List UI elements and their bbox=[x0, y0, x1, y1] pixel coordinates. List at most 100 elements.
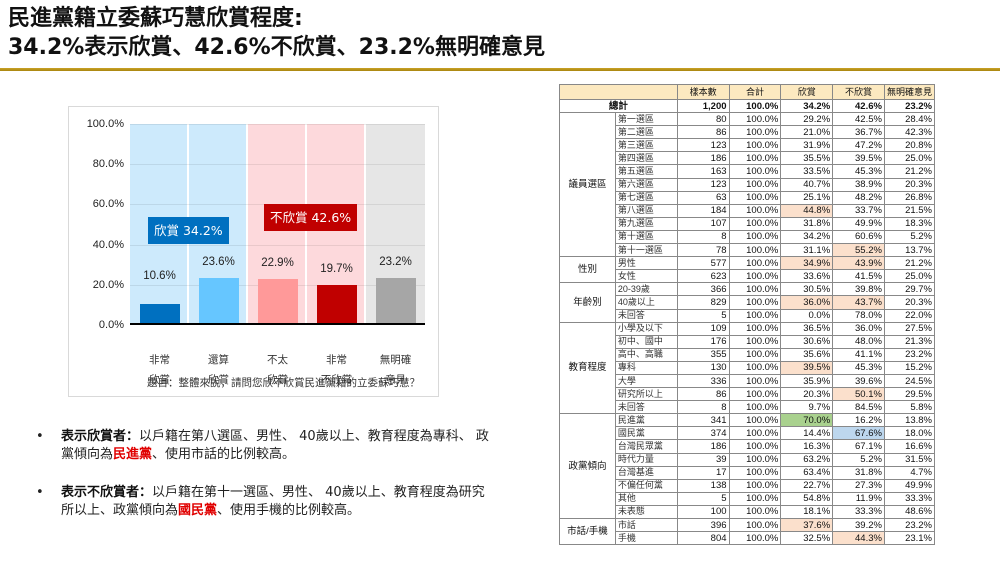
table-row: 第四選區 186 100.0% 35.5% 39.5% 25.0% bbox=[560, 151, 936, 166]
table-row: 未回答 5 100.0% 0.0% 78.0% 22.0% bbox=[560, 308, 936, 323]
row-label: 第八選區 bbox=[614, 203, 678, 218]
cell-none: 4.7% bbox=[883, 465, 936, 480]
cell-like: 39.5% bbox=[780, 360, 834, 375]
category-label-line: 欣賞 bbox=[267, 374, 288, 386]
cell-sum: 100.0% bbox=[728, 203, 782, 218]
category-label-line: 不太 bbox=[267, 354, 288, 366]
page-title: 民進黨籍立委蘇巧慧欣賞程度: 34.2%表示欣賞、42.6%不欣賞、23.2%無… bbox=[8, 4, 545, 62]
table-row: 性別 男性 577 100.0% 34.9% 43.9% 21.2% bbox=[559, 256, 936, 284]
category-label-line: 無明確 bbox=[379, 354, 412, 366]
cell-n: 123 bbox=[676, 138, 730, 153]
table-row: 40歲以上 829 100.0% 36.0% 43.7% 20.3% bbox=[560, 295, 936, 310]
cell-none: 42.3% bbox=[883, 125, 936, 140]
cell-like: 34.2% bbox=[780, 229, 834, 245]
cell-none: 23.2% bbox=[883, 98, 936, 114]
cell-n: 396 bbox=[676, 517, 730, 533]
cell-none: 20.8% bbox=[883, 138, 936, 153]
title-line-1: 民進黨籍立委蘇巧慧欣賞程度: bbox=[8, 6, 303, 31]
cell-like: 33.5% bbox=[780, 164, 834, 179]
cell-like: 35.9% bbox=[780, 373, 834, 389]
cell-sum: 100.0% bbox=[728, 517, 782, 533]
cell-dislike: 33.7% bbox=[832, 203, 885, 218]
y-tick-label: 80.0% bbox=[92, 158, 124, 171]
y-tick-label: 20.0% bbox=[92, 278, 124, 291]
cell-like: 35.5% bbox=[780, 151, 834, 166]
finding-text: 以戶籍在第十一選區、男性、 40歲以上、教育程度為研究所以上、政黨傾向為 bbox=[61, 485, 485, 518]
table-row: 市話/手機 市話 396 100.0% 37.6% 39.2% 23.2% bbox=[559, 517, 936, 546]
cell-dislike: 67.1% bbox=[832, 439, 885, 454]
row-label: 第十選區 bbox=[614, 229, 678, 245]
row-label: 不偏任何黨 bbox=[614, 478, 678, 493]
cell-sum: 100.0% bbox=[728, 373, 782, 389]
table-row: 初中、國中 176 100.0% 30.6% 48.0% 21.3% bbox=[560, 334, 936, 349]
cell-n: 39 bbox=[676, 452, 730, 467]
cell-dislike: 50.1% bbox=[832, 387, 885, 402]
finding-label: 表示欣賞者： bbox=[61, 429, 140, 444]
cell-none: 29.5% bbox=[883, 387, 936, 402]
cell-sum: 100.0% bbox=[728, 452, 782, 467]
cell-none: 29.7% bbox=[883, 282, 936, 297]
cell-dislike: 39.5% bbox=[832, 151, 885, 166]
cell-sum: 100.0% bbox=[728, 243, 782, 258]
table-row: 第五選區 163 100.0% 33.5% 45.3% 21.2% bbox=[560, 164, 936, 179]
cell-n: 130 bbox=[676, 360, 730, 375]
row-label: 國民黨 bbox=[614, 426, 678, 441]
finding-text-end: 、使用市話的比例較高。 bbox=[152, 447, 296, 462]
group-label: 政黨傾向 bbox=[559, 413, 616, 519]
cell-none: 18.0% bbox=[883, 426, 936, 441]
table-row: 研究所以上 86 100.0% 20.3% 50.1% 29.5% bbox=[560, 387, 936, 402]
cell-like: 9.7% bbox=[780, 400, 834, 415]
column-header: 不欣賞 bbox=[832, 84, 885, 100]
group-label: 市話/手機 bbox=[559, 517, 616, 546]
cell-none: 49.9% bbox=[883, 478, 936, 493]
table-row: 第七選區 63 100.0% 25.1% 48.2% 26.8% bbox=[560, 190, 936, 205]
cell-like: 36.5% bbox=[780, 321, 834, 336]
finding-label: 表示不欣賞者： bbox=[61, 485, 153, 500]
column-header: 欣賞 bbox=[780, 84, 834, 100]
findings-list: • 表示欣賞者：以戶籍在第八選區、男性、 40歲以上、教育程度為專科、 政黨傾向為… bbox=[36, 428, 496, 540]
cell-like: 54.8% bbox=[780, 491, 834, 506]
cell-sum: 100.0% bbox=[728, 151, 782, 166]
cell-none: 28.4% bbox=[883, 112, 936, 127]
cell-none: 13.8% bbox=[883, 413, 936, 428]
cell-n: 577 bbox=[676, 256, 730, 271]
bar bbox=[257, 278, 298, 325]
cell-none: 15.2% bbox=[883, 360, 936, 375]
cell-sum: 100.0% bbox=[728, 478, 782, 493]
cell-like: 36.0% bbox=[780, 295, 834, 310]
cell-like: 29.2% bbox=[780, 112, 834, 127]
category-label-line: 還算 bbox=[208, 354, 229, 366]
cell-sum: 100.0% bbox=[728, 112, 782, 127]
cell-like: 18.1% bbox=[780, 504, 834, 520]
cell-n: 123 bbox=[676, 177, 730, 192]
y-tick-label: 60.0% bbox=[92, 198, 124, 211]
cell-none: 27.5% bbox=[883, 321, 936, 336]
cell-like: 63.2% bbox=[780, 452, 834, 467]
title-line-2: 34.2%表示欣賞、42.6%不欣賞、23.2%無明確意見 bbox=[8, 35, 545, 60]
cell-none: 5.2% bbox=[883, 229, 936, 245]
cell-like: 20.3% bbox=[780, 387, 834, 402]
cell-like: 63.4% bbox=[780, 465, 834, 480]
cell-n: 63 bbox=[676, 190, 730, 205]
cell-none: 21.5% bbox=[883, 203, 936, 218]
gridline bbox=[130, 124, 425, 125]
cell-dislike: 41.1% bbox=[832, 347, 885, 362]
category-label: 非常 欣賞 bbox=[131, 350, 189, 390]
category-label: 非常 不欣賞 bbox=[308, 350, 366, 390]
bar-value-label: 23.6% bbox=[202, 255, 235, 268]
cell-n: 78 bbox=[676, 243, 730, 258]
cell-like: 34.2% bbox=[780, 98, 834, 114]
cell-n: 374 bbox=[676, 426, 730, 441]
cell-like: 31.1% bbox=[780, 243, 834, 258]
row-label: 其他 bbox=[614, 491, 678, 506]
dislike-total-badge: 不欣賞 42.6% bbox=[264, 204, 358, 231]
table-row: 其他 5 100.0% 54.8% 11.9% 33.3% bbox=[560, 491, 936, 506]
table-row: 未回答 8 100.0% 9.7% 84.5% 5.8% bbox=[560, 400, 936, 415]
cell-none: 13.7% bbox=[883, 243, 936, 258]
finding-item: • 表示不欣賞者：以戶籍在第十一選區、男性、 40歲以上、教育程度為研究所以上、政… bbox=[36, 484, 496, 520]
group-label: 性別 bbox=[559, 256, 616, 284]
cell-none: 33.3% bbox=[883, 491, 936, 506]
cell-sum: 100.0% bbox=[728, 229, 782, 245]
cell-like: 70.0% bbox=[780, 413, 834, 428]
cell-n: 829 bbox=[676, 295, 730, 310]
